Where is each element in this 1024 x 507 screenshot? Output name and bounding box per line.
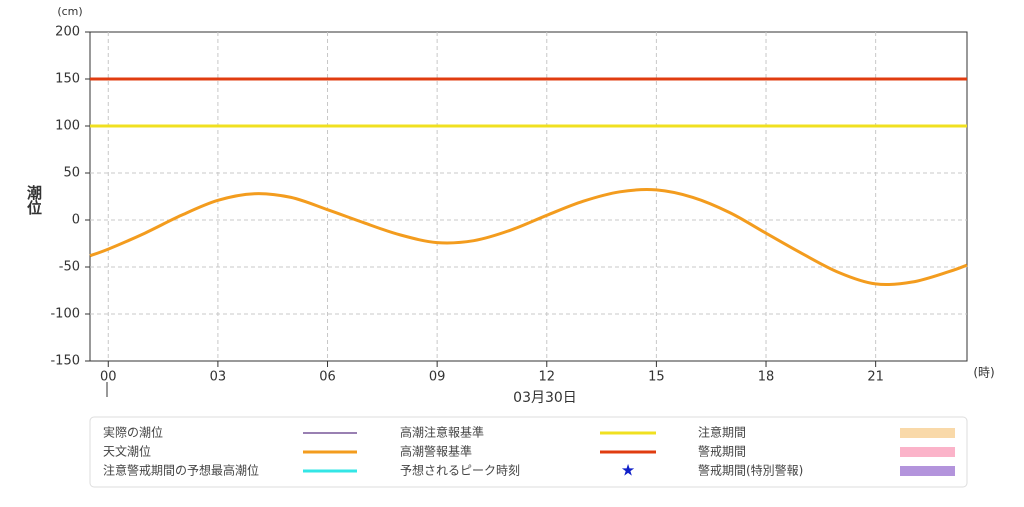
y-tick-label: 0 (72, 213, 80, 228)
x-unit: (時) (973, 366, 994, 380)
x-tick-label: 00 (100, 370, 117, 385)
y-tick-label: 150 (55, 72, 80, 87)
legend-label: 注意警戒期間の予想最高潮位 (103, 463, 259, 478)
legend-label: 警戒期間(特別警報) (698, 463, 803, 478)
legend-label: 高潮警報基準 (400, 444, 472, 459)
y-tick-label: 200 (55, 25, 80, 40)
legend-label: 天文潮位 (103, 444, 151, 459)
x-tick-label: 06 (319, 370, 336, 385)
legend-label: 高潮注意報基準 (400, 425, 484, 440)
legend-swatch: ★ (621, 461, 635, 480)
y-axis-label: 潮位 (25, 184, 43, 215)
legend-label: 予想されるピーク時刻 (400, 463, 520, 478)
tide-line (89, 188, 968, 287)
y-tick-label: -100 (50, 307, 80, 322)
plot-frame (89, 31, 968, 362)
legend-label: 警戒期間 (698, 444, 746, 459)
y-tick-label: -150 (50, 354, 80, 369)
y-unit: (cm) (57, 5, 82, 18)
legend-label: 実際の潮位 (103, 425, 163, 440)
legend-swatch (900, 447, 955, 457)
date-label: 03月30日 (513, 390, 577, 406)
y-tick-label: 50 (63, 166, 80, 181)
y-tick-label: 100 (55, 119, 80, 134)
x-tick-label: 09 (429, 370, 446, 385)
y-tick-label: -50 (59, 260, 80, 275)
x-tick-label: 03 (210, 370, 227, 385)
x-tick-label: 12 (538, 370, 555, 385)
legend-label: 注意期間 (698, 425, 746, 440)
legend-swatch (900, 428, 955, 438)
x-tick-label: 21 (867, 370, 884, 385)
legend-swatch (900, 466, 955, 476)
x-tick-label: 15 (648, 370, 665, 385)
x-tick-label: 18 (758, 370, 775, 385)
